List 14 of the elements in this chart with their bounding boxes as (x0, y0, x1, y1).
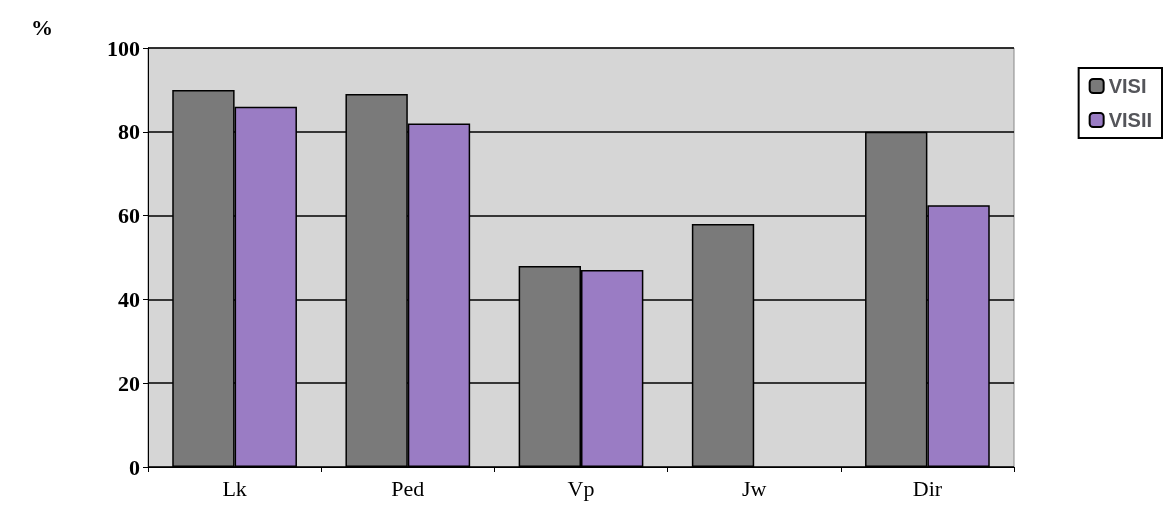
x-tick-label: Jw (741, 475, 767, 501)
y-axis-title: % (31, 14, 53, 40)
x-tick-label: Vp (567, 475, 595, 501)
x-tick-label: Ped (391, 475, 425, 501)
y-tick-label: 80 (118, 119, 140, 145)
y-tick-label: 100 (107, 35, 140, 61)
y-tick-label: 60 (118, 203, 140, 229)
x-tick-label: Dir (912, 475, 943, 501)
legend-label: VISI (1108, 75, 1147, 97)
x-tick-label: Lk (222, 475, 247, 501)
y-tick-label: 40 (118, 286, 140, 312)
legend-label: VISII (1108, 109, 1153, 131)
y-tick-label: 20 (118, 370, 140, 396)
y-tick-label: 0 (129, 454, 140, 480)
